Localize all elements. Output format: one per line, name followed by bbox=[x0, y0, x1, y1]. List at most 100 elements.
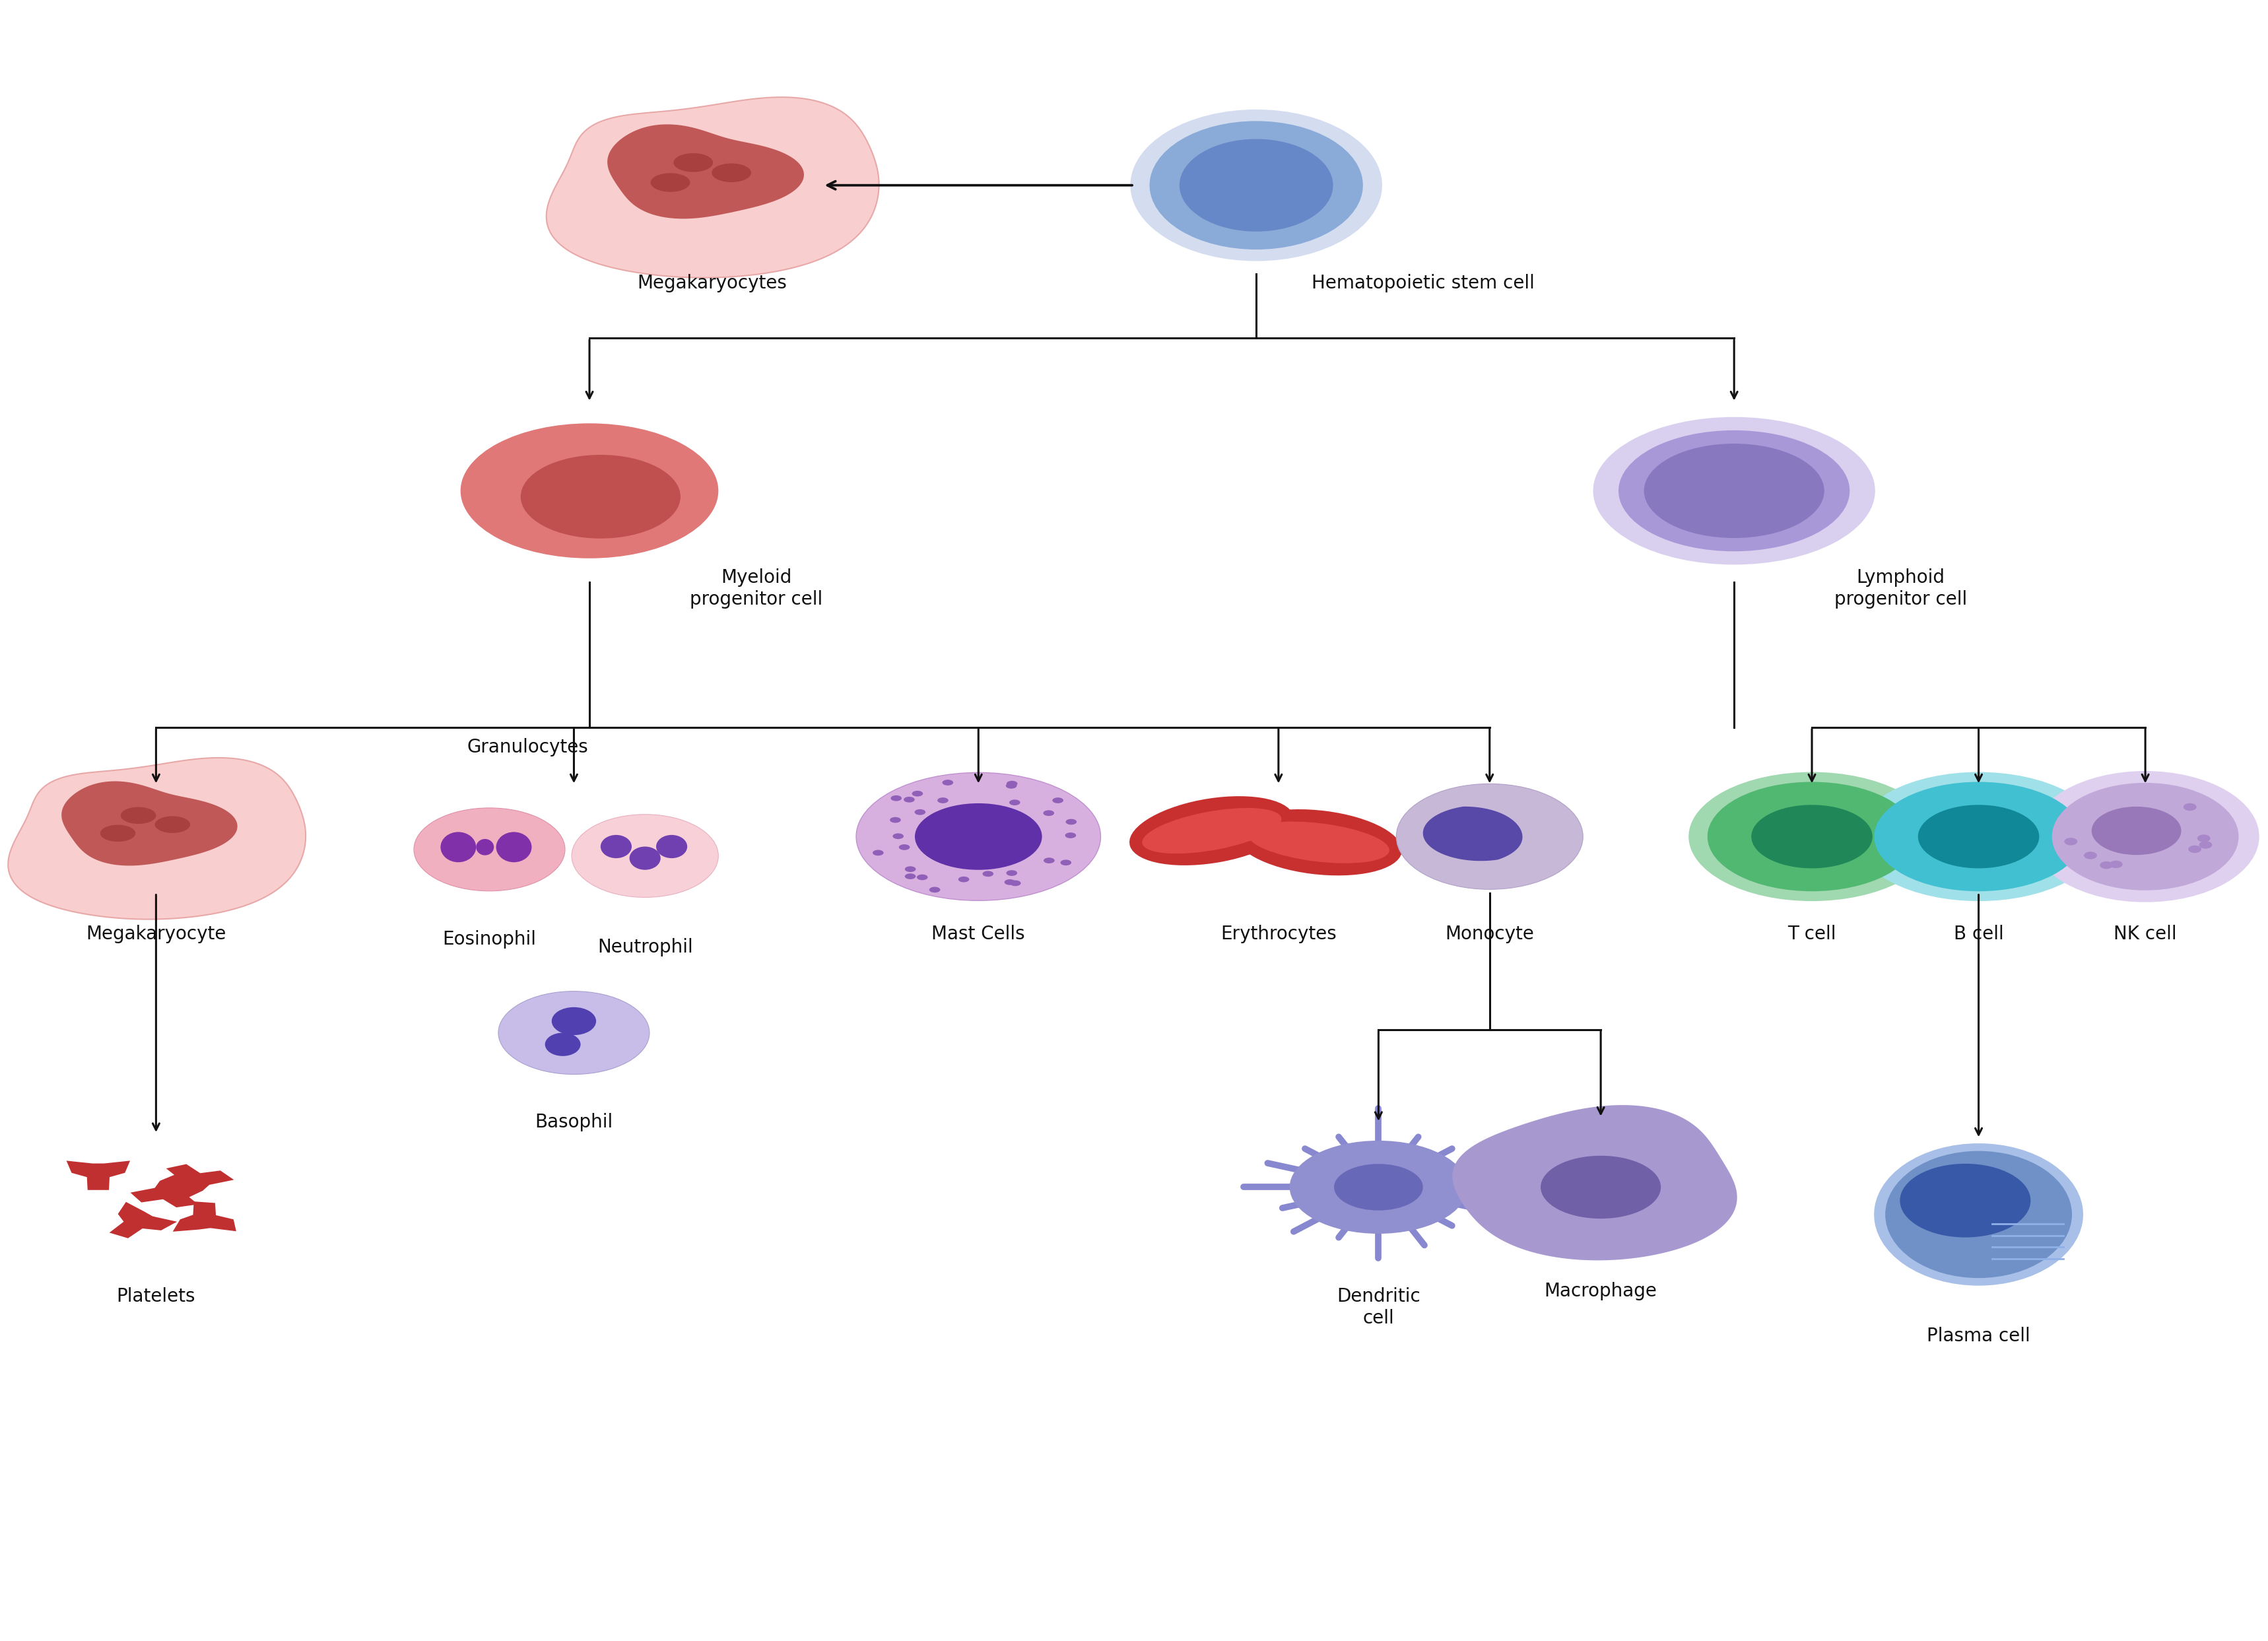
Ellipse shape bbox=[903, 796, 914, 802]
Ellipse shape bbox=[2091, 807, 2182, 855]
Text: Macrophage: Macrophage bbox=[1545, 1282, 1658, 1301]
Text: Plasma cell: Plasma cell bbox=[1928, 1328, 2030, 1346]
Ellipse shape bbox=[916, 875, 928, 880]
Text: Megakaryocytes: Megakaryocytes bbox=[637, 274, 787, 292]
Ellipse shape bbox=[1066, 832, 1075, 839]
Ellipse shape bbox=[497, 832, 531, 862]
Ellipse shape bbox=[1143, 807, 1281, 853]
Text: Myeloid
progenitor cell: Myeloid progenitor cell bbox=[689, 568, 823, 609]
Ellipse shape bbox=[889, 817, 900, 822]
Ellipse shape bbox=[460, 423, 719, 558]
Text: Granulocytes: Granulocytes bbox=[467, 738, 587, 757]
Text: B cell: B cell bbox=[1953, 926, 2003, 944]
Text: NK cell: NK cell bbox=[2114, 926, 2177, 944]
Ellipse shape bbox=[712, 164, 751, 182]
Ellipse shape bbox=[1751, 804, 1873, 868]
Ellipse shape bbox=[651, 172, 689, 192]
Ellipse shape bbox=[1644, 443, 1823, 538]
Ellipse shape bbox=[2032, 771, 2259, 903]
Ellipse shape bbox=[1150, 121, 1363, 249]
Ellipse shape bbox=[1397, 784, 1583, 889]
Ellipse shape bbox=[1043, 811, 1055, 816]
Ellipse shape bbox=[100, 825, 136, 842]
Text: Hematopoietic stem cell: Hematopoietic stem cell bbox=[1311, 274, 1535, 292]
Ellipse shape bbox=[1708, 781, 1916, 891]
Ellipse shape bbox=[631, 847, 660, 870]
Ellipse shape bbox=[1007, 781, 1018, 786]
Polygon shape bbox=[1452, 1104, 1737, 1260]
Text: Neutrophil: Neutrophil bbox=[596, 939, 692, 957]
Ellipse shape bbox=[1009, 799, 1021, 806]
Ellipse shape bbox=[1129, 110, 1381, 261]
Ellipse shape bbox=[1129, 796, 1295, 865]
Ellipse shape bbox=[855, 773, 1100, 901]
Ellipse shape bbox=[1540, 1155, 1660, 1219]
Ellipse shape bbox=[1919, 804, 2039, 868]
Ellipse shape bbox=[1066, 819, 1077, 825]
Text: Mast Cells: Mast Cells bbox=[932, 926, 1025, 944]
Ellipse shape bbox=[914, 804, 1041, 870]
Ellipse shape bbox=[873, 850, 885, 855]
Ellipse shape bbox=[1885, 1150, 2073, 1278]
Ellipse shape bbox=[2198, 835, 2211, 842]
Ellipse shape bbox=[572, 814, 719, 898]
Ellipse shape bbox=[1873, 1144, 2082, 1285]
Polygon shape bbox=[109, 1201, 177, 1239]
Ellipse shape bbox=[2100, 862, 2114, 870]
Polygon shape bbox=[172, 1201, 236, 1232]
Ellipse shape bbox=[2064, 839, 2077, 845]
Ellipse shape bbox=[120, 807, 156, 824]
Polygon shape bbox=[547, 97, 880, 277]
Ellipse shape bbox=[2184, 802, 2195, 811]
Ellipse shape bbox=[2189, 845, 2202, 853]
Ellipse shape bbox=[1007, 870, 1018, 876]
Ellipse shape bbox=[930, 886, 941, 893]
Ellipse shape bbox=[1873, 781, 2082, 891]
Ellipse shape bbox=[440, 832, 476, 862]
Text: Erythrocytes: Erythrocytes bbox=[1220, 926, 1336, 944]
Text: Megakaryocyte: Megakaryocyte bbox=[86, 926, 227, 944]
Polygon shape bbox=[129, 1173, 197, 1208]
Ellipse shape bbox=[1005, 783, 1016, 789]
Text: Dendritic
cell: Dendritic cell bbox=[1336, 1287, 1420, 1328]
Ellipse shape bbox=[154, 816, 191, 834]
Ellipse shape bbox=[1179, 139, 1334, 231]
Ellipse shape bbox=[1061, 860, 1070, 865]
Ellipse shape bbox=[891, 796, 903, 801]
Text: Monocyte: Monocyte bbox=[1445, 926, 1533, 944]
Ellipse shape bbox=[544, 1032, 581, 1057]
Text: Basophil: Basophil bbox=[535, 1113, 612, 1132]
Ellipse shape bbox=[2053, 783, 2239, 891]
Ellipse shape bbox=[937, 798, 948, 802]
Ellipse shape bbox=[655, 835, 687, 858]
Ellipse shape bbox=[1290, 1140, 1467, 1234]
Ellipse shape bbox=[2084, 852, 2098, 860]
Ellipse shape bbox=[1052, 798, 1064, 802]
Ellipse shape bbox=[2200, 842, 2211, 848]
Ellipse shape bbox=[2109, 860, 2123, 868]
Ellipse shape bbox=[1619, 430, 1851, 551]
Ellipse shape bbox=[912, 791, 923, 796]
Ellipse shape bbox=[413, 807, 565, 891]
Polygon shape bbox=[608, 125, 803, 218]
Polygon shape bbox=[66, 1160, 129, 1190]
Ellipse shape bbox=[1901, 1163, 2030, 1237]
Ellipse shape bbox=[476, 839, 494, 855]
Ellipse shape bbox=[1690, 771, 1935, 901]
Ellipse shape bbox=[551, 1008, 596, 1035]
Ellipse shape bbox=[894, 834, 903, 839]
Text: Platelets: Platelets bbox=[116, 1287, 195, 1305]
Ellipse shape bbox=[499, 991, 649, 1075]
Ellipse shape bbox=[601, 835, 633, 858]
Polygon shape bbox=[9, 758, 306, 919]
Text: T cell: T cell bbox=[1787, 926, 1837, 944]
Ellipse shape bbox=[1009, 880, 1021, 886]
Ellipse shape bbox=[1043, 858, 1055, 863]
Ellipse shape bbox=[905, 866, 916, 871]
Polygon shape bbox=[61, 781, 238, 866]
Polygon shape bbox=[166, 1163, 234, 1200]
Ellipse shape bbox=[982, 871, 993, 876]
Ellipse shape bbox=[1005, 880, 1016, 884]
Ellipse shape bbox=[522, 455, 680, 538]
Ellipse shape bbox=[941, 779, 953, 786]
